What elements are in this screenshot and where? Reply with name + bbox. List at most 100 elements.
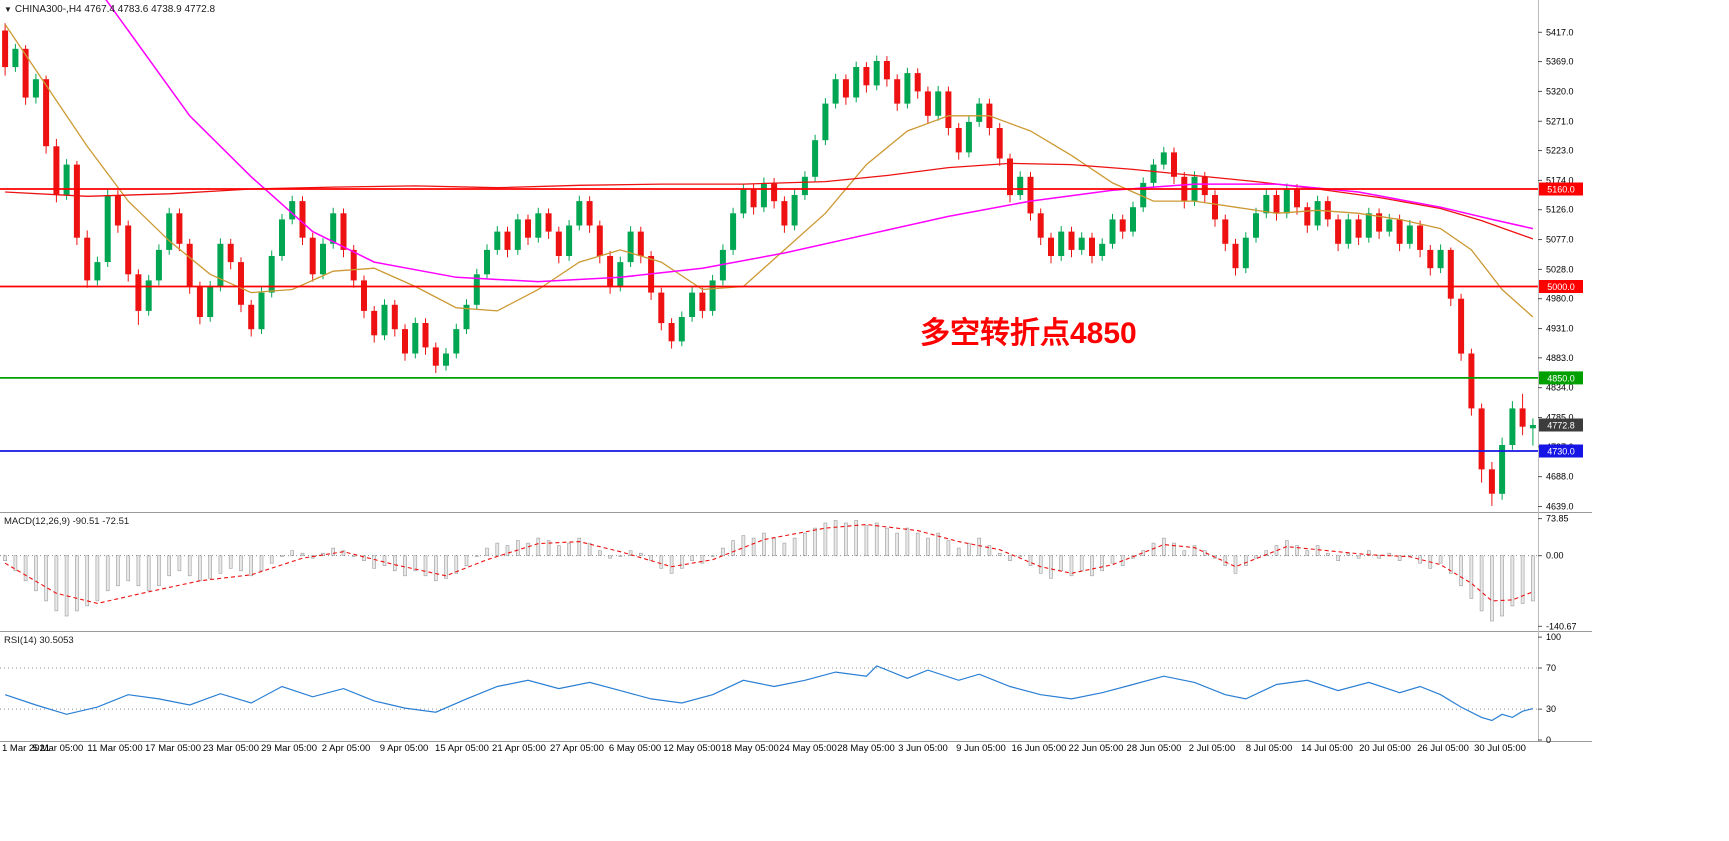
axis-tick-label: 5369.0 (1546, 57, 1574, 67)
candle-body (1458, 298, 1465, 354)
macd-bar (1479, 555, 1484, 612)
macd-bar (751, 537, 756, 556)
candle-body (94, 262, 101, 281)
candle-body (996, 128, 1003, 159)
time-tick-label: 3 Jun 05:00 (898, 743, 948, 754)
macd-bar (1285, 540, 1289, 556)
macd-bar (95, 555, 100, 602)
candle-body (1119, 219, 1126, 232)
macd-bar (44, 555, 48, 602)
macd-bar (1192, 545, 1197, 556)
macd-bar (1510, 555, 1515, 607)
current-price-tag-text: 4772.8 (1547, 421, 1575, 431)
candle-body (873, 61, 880, 86)
macd-bar (956, 547, 961, 556)
candle-body (1263, 195, 1270, 214)
macd-bar (526, 542, 530, 556)
macd-bar (1305, 550, 1310, 557)
candle-body (853, 67, 860, 98)
dropdown-arrow-icon[interactable]: ▼ (4, 5, 12, 14)
macd-bar (762, 532, 766, 556)
axis-tick-label: 4883.0 (1546, 353, 1574, 363)
candle-body (750, 189, 757, 208)
candles (2, 23, 1536, 506)
macd-bar (1049, 555, 1053, 579)
axis-tick-label: 4931.0 (1546, 324, 1574, 334)
candle-body (791, 195, 798, 226)
macd-bar (136, 555, 141, 587)
candle-body (1417, 225, 1424, 250)
macd-bar (54, 555, 59, 612)
candle-body (586, 201, 593, 226)
macd-bar (433, 555, 438, 582)
candle-body (1427, 249, 1434, 269)
time-tick-label: 22 Jun 05:00 (1068, 743, 1124, 754)
axis-tick-label: 4834.0 (1546, 383, 1574, 393)
macd-bar (423, 555, 428, 577)
macd-bar (34, 555, 38, 592)
macd-bar (885, 527, 889, 556)
macd-bar (628, 550, 633, 557)
candle-body (689, 292, 696, 317)
candle-body (658, 292, 665, 324)
time-tick-label: 28 May 05:00 (837, 743, 895, 754)
candle-body (976, 103, 983, 122)
candle-body (1242, 237, 1249, 269)
candle-body (1253, 213, 1259, 238)
macd-bar (1315, 545, 1320, 556)
axis-tick-label: 4980.0 (1546, 294, 1574, 304)
hline-price-tag-text: 5160.0 (1547, 185, 1575, 195)
time-axis: 1 Mar 2021 5 Mar 05:00 11 Mar 05:00 17 Mar … (0, 743, 1600, 757)
macd-bar (382, 555, 387, 567)
macd-bar (372, 555, 377, 569)
candle-body (668, 323, 675, 342)
macd-bar (167, 555, 171, 577)
axis-tick-label: 100 (1546, 632, 1561, 642)
candle-body (709, 280, 716, 311)
candle-body (1201, 176, 1208, 196)
macd-bar (997, 552, 1002, 557)
candle-body (576, 201, 583, 226)
macd-indicator-label: MACD(12,26,9) -90.51 -72.51 (4, 516, 130, 527)
time-tick-label: 8 Jul 05:00 (1245, 743, 1293, 754)
candle-body (371, 310, 378, 336)
candle-body (832, 79, 839, 104)
axis-tick-label: 73.85 (1546, 514, 1569, 524)
candle-body (1294, 189, 1300, 208)
candle-body (1078, 237, 1085, 250)
candle-body (309, 237, 316, 275)
candle-body (1007, 158, 1013, 196)
candle-body (125, 225, 132, 275)
macd-bar (116, 555, 120, 587)
macd-bar (936, 532, 941, 556)
macd-bar (1500, 555, 1504, 617)
macd-bar (403, 555, 407, 577)
macd-bar (1326, 552, 1330, 557)
axis-tick-label: 70 (1546, 663, 1556, 673)
candle-body (1109, 219, 1116, 244)
candle-body (330, 213, 337, 244)
candle-body (812, 140, 819, 177)
macd-bar (649, 555, 653, 562)
macd-bar (454, 555, 459, 574)
candle-body (740, 189, 747, 214)
chart-annotation-text[interactable]: 多空转折点4850 (920, 317, 1137, 350)
macd-bar (587, 542, 592, 556)
candle-body (555, 231, 562, 256)
time-tick-label: 18 May 05:00 (721, 743, 779, 754)
macd-signal-line (4, 523, 1534, 604)
macd-bar (239, 555, 243, 572)
candle-body (484, 249, 490, 275)
candle-body (1324, 201, 1331, 220)
macd-bar (464, 555, 469, 567)
hline-price-tag (1539, 280, 1583, 293)
candle-body (1335, 219, 1342, 244)
candle-body (894, 79, 901, 104)
axis-tick-label: 5028.0 (1546, 264, 1574, 274)
macd-bar (608, 555, 612, 559)
ma-fast-line (4, 24, 1534, 318)
candle-body (596, 225, 603, 256)
candle-body (186, 243, 193, 287)
